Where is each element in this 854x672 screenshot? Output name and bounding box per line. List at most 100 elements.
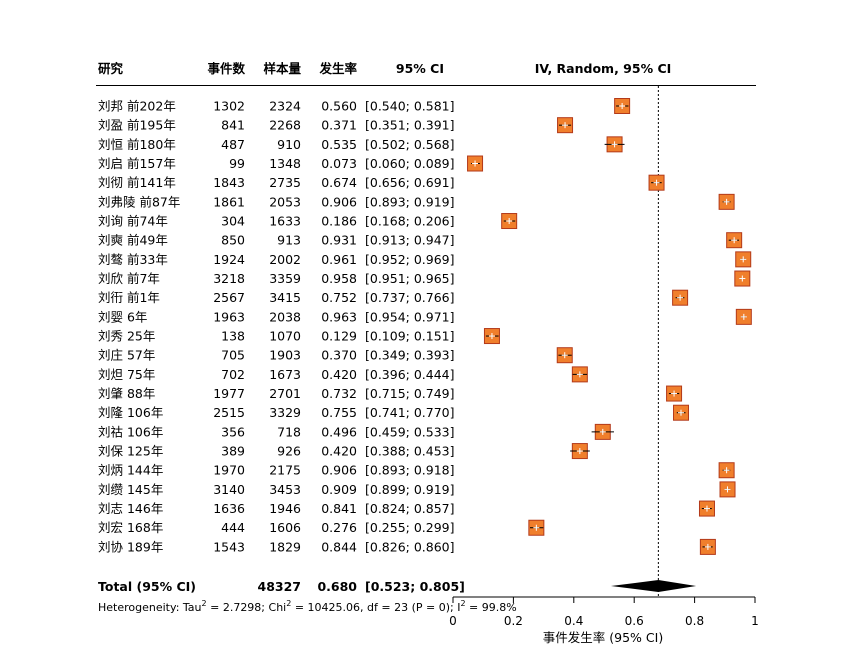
study-total: 3415 [269, 290, 301, 305]
study-total: 1673 [269, 367, 301, 382]
study-rate: 0.909 [321, 482, 357, 497]
study-events: 3218 [213, 271, 245, 286]
study-rate: 0.958 [321, 271, 357, 286]
study-rate: 0.371 [321, 118, 357, 133]
table-row: 刘志 146年 1636 1946 0.841 [0.824; 0.857] [98, 501, 455, 516]
table-row: 刘缵 145年 3140 3453 0.909 [0.899; 0.919] [98, 482, 455, 497]
study-rate: 0.370 [321, 348, 357, 363]
study-total: 3329 [269, 405, 301, 420]
study-name: 刘炟 75年 [98, 367, 155, 382]
study-ci: [0.715; 0.749] [365, 386, 455, 401]
study-name: 刘盈 前195年 [98, 118, 176, 133]
study-total: 2175 [269, 463, 301, 478]
table-row: 刘彻 前141年 1843 2735 0.674 [0.656; 0.691] [98, 175, 455, 190]
study-rate: 0.496 [321, 424, 357, 439]
study-ci: [0.741; 0.770] [365, 405, 455, 420]
study-total: 3453 [269, 482, 301, 497]
table-row: 刘肇 88年 1977 2701 0.732 [0.715; 0.749] [98, 386, 455, 401]
study-name: 刘婴 6年 [98, 309, 147, 324]
study-events: 356 [221, 424, 245, 439]
study-rate: 0.963 [321, 309, 357, 324]
study-events: 702 [221, 367, 245, 382]
study-total: 3359 [269, 271, 301, 286]
table-row: 刘衎 前1年 2567 3415 0.752 [0.737; 0.766] [98, 290, 455, 305]
study-rate: 0.752 [321, 290, 357, 305]
study-events: 705 [221, 348, 245, 363]
study-events: 1302 [213, 99, 245, 114]
study-ci: [0.737; 0.766] [365, 290, 455, 305]
study-events: 850 [221, 233, 245, 248]
study-total: 1348 [269, 156, 301, 171]
study-total: 2053 [269, 194, 301, 209]
study-name: 刘启 前157年 [98, 156, 176, 171]
header-events: 事件数 [207, 61, 245, 76]
study-events: 1543 [213, 539, 245, 554]
study-rate: 0.276 [321, 520, 357, 535]
study-rows: 刘邦 前202年 1302 2324 0.560 [0.540; 0.581] 刘盈 前1… [98, 99, 455, 555]
study-ci: [0.951; 0.965] [365, 271, 455, 286]
study-rate: 0.732 [321, 386, 357, 401]
study-rate: 0.906 [321, 463, 357, 478]
study-name: 刘奭 前49年 [98, 233, 168, 248]
table-row: 刘祜 106年 356 718 0.496 [0.459; 0.533] [98, 424, 455, 439]
study-events: 1861 [213, 194, 245, 209]
study-name: 刘缵 145年 [98, 482, 163, 497]
study-events: 1963 [213, 309, 245, 324]
study-ci: [0.540; 0.581] [365, 99, 455, 114]
study-ci: [0.913; 0.947] [365, 233, 455, 248]
total-ci: [0.523; 0.805] [365, 579, 465, 594]
study-events: 444 [221, 520, 245, 535]
study-name: 刘衎 前1年 [98, 290, 160, 305]
table-row: 刘婴 6年 1963 2038 0.963 [0.954; 0.971] [98, 309, 455, 324]
study-ci: [0.502; 0.568] [365, 137, 455, 152]
study-ci: [0.388; 0.453] [365, 444, 455, 459]
x-axis-tick-label: 0 [449, 614, 457, 628]
study-total: 926 [277, 444, 301, 459]
study-events: 304 [221, 214, 245, 229]
study-name: 刘协 189年 [98, 539, 163, 554]
study-ci: [0.893; 0.919] [365, 194, 455, 209]
heterogeneity-text: Heterogeneity: Tau2 = 2.7298; Chi2 = 104… [98, 599, 517, 614]
study-events: 1970 [213, 463, 245, 478]
study-rate: 0.841 [321, 501, 357, 516]
study-events: 1843 [213, 175, 245, 190]
x-axis-tick-label: 0.8 [685, 614, 704, 628]
study-ci: [0.893; 0.918] [365, 463, 455, 478]
study-rate: 0.420 [321, 367, 357, 382]
study-total: 2701 [269, 386, 301, 401]
study-rate: 0.931 [321, 233, 357, 248]
study-rate: 0.186 [321, 214, 357, 229]
table-row: 刘询 前74年 304 1633 0.186 [0.168; 0.206] [98, 214, 455, 229]
study-events: 138 [221, 329, 245, 344]
table-row: 刘庄 57年 705 1903 0.370 [0.349; 0.393] [98, 348, 455, 363]
study-ci: [0.255; 0.299] [365, 520, 455, 535]
table-row: 刘宏 168年 444 1606 0.276 [0.255; 0.299] [98, 520, 455, 535]
study-total: 1070 [269, 329, 301, 344]
study-events: 487 [221, 137, 245, 152]
plot-marks: 0 0.2 0.4 0.6 0.8 1 [449, 86, 759, 628]
study-total: 1633 [269, 214, 301, 229]
x-axis-label: 事件发生率 (95% CI) [543, 630, 663, 645]
table-row: 刘炟 75年 702 1673 0.420 [0.396; 0.444] [98, 367, 455, 382]
study-events: 1924 [213, 252, 245, 267]
study-name: 刘宏 168年 [98, 520, 163, 535]
study-total: 1903 [269, 348, 301, 363]
table-row: 刘弗陵 前87年 1861 2053 0.906 [0.893; 0.919] [98, 194, 455, 209]
table-row: 刘恒 前180年 487 910 0.535 [0.502; 0.568] [98, 137, 455, 152]
header-plot: IV, Random, 95% CI [535, 61, 672, 76]
study-events: 841 [221, 118, 245, 133]
table-row: 刘奭 前49年 850 913 0.931 [0.913; 0.947] [98, 233, 455, 248]
study-ci: [0.351; 0.391] [365, 118, 455, 133]
study-name: 刘保 125年 [98, 444, 163, 459]
table-row: 刘炳 144年 1970 2175 0.906 [0.893; 0.918] [98, 463, 455, 478]
study-total: 2324 [269, 99, 301, 114]
study-events: 1977 [213, 386, 245, 401]
study-events: 3140 [213, 482, 245, 497]
study-rate: 0.535 [321, 137, 357, 152]
table-row: 刘隆 106年 2515 3329 0.755 [0.741; 0.770] [98, 405, 455, 420]
study-name: 刘邦 前202年 [98, 99, 176, 114]
study-rate: 0.560 [321, 99, 357, 114]
study-rate: 0.844 [321, 539, 357, 554]
study-total: 910 [277, 137, 301, 152]
